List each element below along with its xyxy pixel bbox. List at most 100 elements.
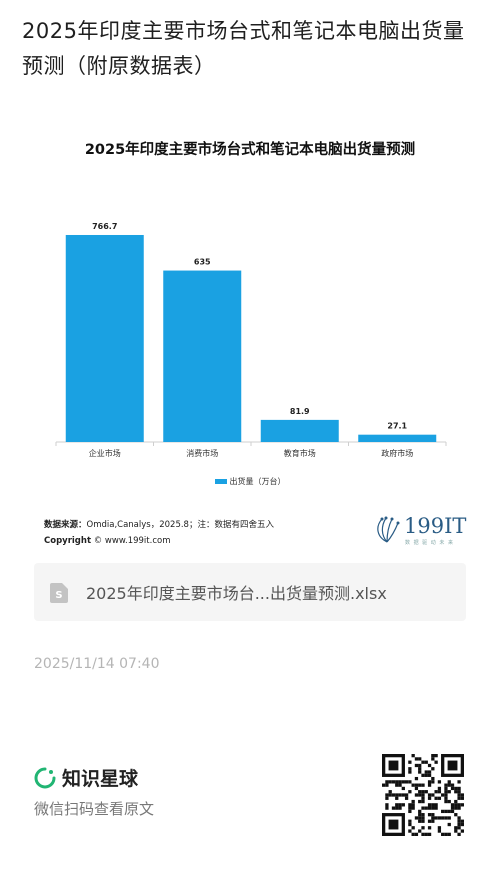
qr-module	[460, 796, 464, 800]
qr-module	[421, 819, 425, 823]
source-text: Omdia,Canalys，2025.8；注：数据有四舍五入	[86, 520, 274, 530]
qr-module	[434, 806, 438, 810]
qr-module	[398, 780, 402, 784]
qr-module	[431, 819, 435, 823]
qr-module	[460, 803, 464, 807]
qr-module	[424, 806, 428, 810]
attachment-card[interactable]: S 2025年印度主要市场台...出货量预测.xlsx	[34, 563, 466, 621]
qr-module	[411, 826, 415, 830]
qr-module	[408, 822, 412, 827]
bar-1	[163, 270, 242, 442]
qr-module	[418, 783, 422, 787]
legend-label: 出货量（万台）	[229, 477, 286, 486]
qr-module	[427, 796, 432, 800]
chart-title: 2025年印度主要市场台式和笔记本电脑出货量预测	[84, 142, 416, 158]
qr-module	[408, 829, 412, 833]
qr-module	[401, 803, 405, 807]
qr-module	[418, 793, 422, 797]
qr-module	[418, 813, 422, 817]
qr-module	[424, 770, 428, 774]
category-label-1: 消费市场	[186, 448, 218, 458]
qr-module	[424, 773, 428, 777]
qr-module	[450, 806, 455, 810]
qr-module	[454, 803, 458, 807]
qr-module	[421, 806, 425, 810]
qr-module	[401, 786, 405, 791]
qr-module	[411, 832, 415, 836]
qr-module	[418, 809, 422, 814]
qr-module	[398, 806, 402, 810]
bar-0	[65, 234, 144, 442]
qr-module	[398, 803, 402, 807]
qr-module	[447, 799, 451, 804]
qr-module	[434, 760, 438, 764]
qr-module	[427, 813, 432, 817]
post-timestamp: 2025/11/14 07:40	[34, 656, 160, 672]
data-label-0: 766.7	[92, 222, 117, 231]
qr-module	[421, 773, 425, 777]
bar-chart: 766.7 企业市场 635 消费市场 81.9 教育市场 27.1 政府市场	[55, 222, 447, 458]
source-label: 数据来源：	[44, 520, 87, 530]
qr-module	[411, 803, 415, 807]
qr-module	[431, 806, 435, 810]
qr-module	[450, 809, 455, 814]
qr-module	[457, 796, 461, 800]
qr-module	[418, 790, 422, 794]
qr-module	[411, 806, 415, 810]
qr-module	[447, 832, 451, 836]
qr-module	[421, 816, 425, 820]
qr-module	[408, 803, 412, 807]
qr-module	[447, 780, 451, 784]
qr-module	[421, 760, 425, 764]
qr-module	[450, 803, 455, 807]
qr-module	[385, 796, 389, 800]
qr-module	[454, 826, 458, 830]
qr-module	[395, 803, 399, 807]
qr-module	[431, 813, 435, 817]
qr-module	[418, 763, 422, 768]
qr-module	[431, 767, 435, 771]
qr-module	[434, 816, 438, 820]
qr-module	[385, 803, 389, 807]
qr-module	[431, 816, 435, 820]
qr-module	[427, 780, 432, 784]
qr-module	[457, 806, 461, 810]
qr-module	[444, 816, 448, 820]
qr-module	[434, 796, 438, 800]
qr-module	[447, 816, 451, 820]
qr-module	[418, 757, 422, 761]
qr-module	[427, 832, 432, 836]
qr-module	[424, 832, 428, 836]
qr-module	[450, 783, 455, 787]
qr-module	[395, 796, 399, 800]
qr-module	[444, 799, 448, 804]
qr-module	[454, 829, 458, 833]
qr-module	[395, 793, 399, 797]
qr-module	[437, 816, 442, 820]
qr-module	[418, 819, 422, 823]
qr-module	[441, 816, 445, 820]
qr-module	[408, 809, 412, 814]
199it-logo-icon	[377, 516, 400, 543]
qr-module	[385, 806, 389, 810]
qr-module	[437, 826, 442, 830]
qr-module	[414, 757, 419, 761]
qr-module	[395, 783, 399, 787]
qr-code-icon[interactable]	[382, 754, 464, 836]
logo-subtitle: 数 据 驱 动 未 来	[405, 540, 454, 546]
qr-module	[391, 780, 396, 784]
qr-module	[388, 790, 392, 794]
qr-module	[434, 803, 438, 807]
qr-module	[418, 816, 422, 820]
qr-module	[437, 829, 442, 833]
qr-module	[444, 793, 448, 797]
qr-module	[421, 790, 425, 794]
qr-module	[457, 822, 461, 827]
qr-module	[395, 806, 399, 810]
qr-module	[421, 796, 425, 800]
qr-module	[457, 786, 461, 791]
qr-module	[414, 832, 419, 836]
qr-module	[418, 770, 422, 774]
qr-module	[431, 757, 435, 761]
qr-module	[421, 793, 425, 797]
